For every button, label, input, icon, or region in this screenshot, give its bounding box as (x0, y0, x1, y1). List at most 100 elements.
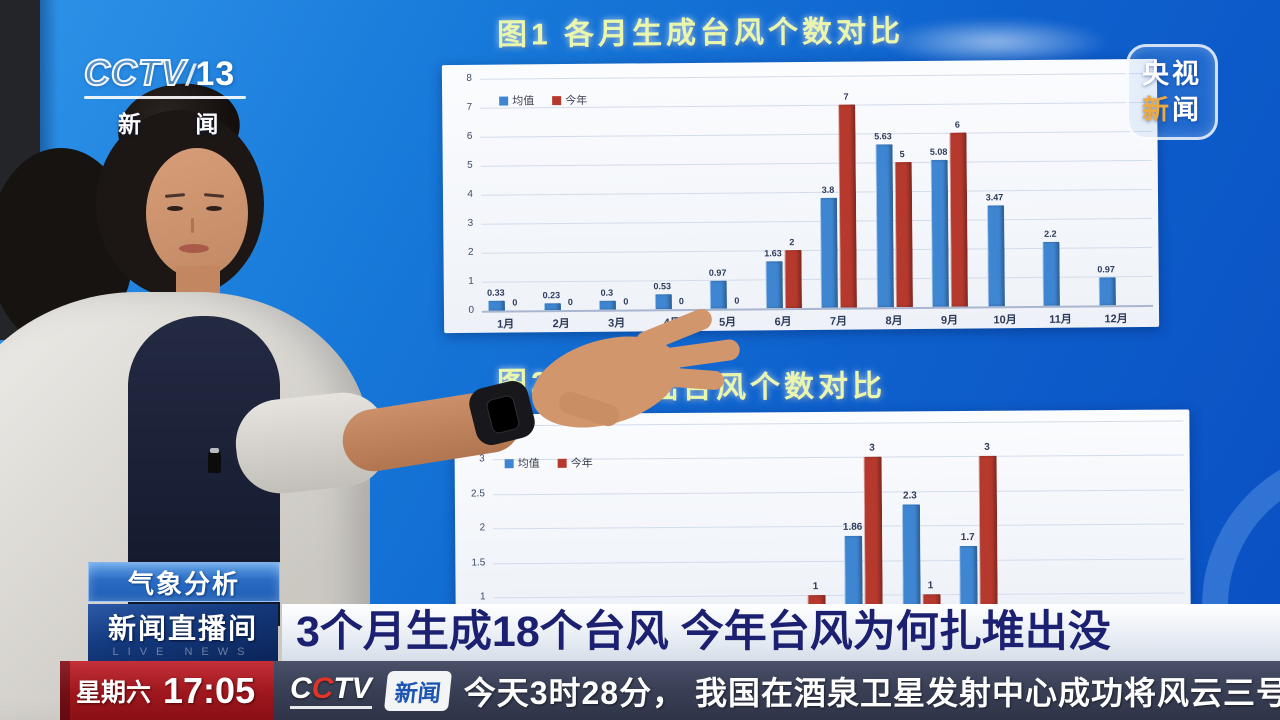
y-tick-label: 4 (467, 188, 474, 200)
corner-badge-line2: 新闻 (1142, 95, 1202, 125)
program-subtitle: LIVE NEWS (112, 646, 254, 658)
chart-legend: 均值 今年 (499, 92, 587, 109)
cctv13-wordmark: CCTV/13 (83, 51, 236, 94)
bar-均值-10月 (986, 205, 1005, 307)
bar-均值-12月 (1098, 277, 1116, 306)
x-category-label: 12月 (1104, 313, 1128, 326)
y-tick-label: 7 (466, 101, 473, 113)
presenter-lips (179, 244, 209, 253)
legend-item: 今年 (557, 455, 593, 471)
x-category-label: 11月 (1049, 313, 1072, 326)
gridline (492, 454, 1184, 461)
x-category-label: 3月 (607, 317, 626, 330)
presenter-eye-left (167, 206, 183, 211)
headline-banner: 3个月生成18个台风 今年台风为何扎堆出没 (282, 604, 1280, 661)
bar-均值-8月 (875, 143, 894, 308)
program-name: 新闻直播间 (107, 613, 258, 644)
gridline (480, 159, 1152, 167)
ticker-news-badge: 新闻 (383, 670, 452, 711)
x-category-label: 7月 (829, 315, 848, 328)
corner-badge-line1: 央视 (1142, 59, 1202, 89)
ticker-cctv-logo: CCTV (290, 672, 372, 709)
presenter-nose (191, 218, 194, 233)
presenter-face (146, 148, 248, 278)
bar-value-label: 1 (812, 581, 819, 593)
bar-value-label: 1 (927, 580, 934, 592)
bar-value-label: 0 (678, 296, 684, 307)
gridline (493, 592, 1185, 599)
bar-value-label: 0 (512, 297, 518, 308)
program-name-banner: 新闻直播间 LIVE NEWS (88, 604, 278, 661)
y-tick-label: 2 (479, 522, 486, 534)
y-tick-label: 2 (467, 246, 474, 258)
bar-value-label: 7 (843, 91, 849, 102)
bar-今年-7月 (838, 104, 857, 308)
legend-item: 均值 (499, 92, 534, 108)
x-category-label: 1月 (496, 318, 515, 331)
legend-label: 今年 (565, 94, 588, 108)
x-category-label: 2月 (552, 318, 570, 331)
gridline (492, 488, 1184, 495)
y-tick-label: 2.5 (470, 487, 485, 499)
lapel-microphone (208, 452, 221, 473)
gridline (493, 557, 1185, 564)
x-category-label: 9月 (940, 314, 959, 327)
bar-均值-g7 (844, 535, 864, 611)
presenter-eye-right (206, 206, 222, 211)
cctv13-subtitle: 新 闻 (118, 111, 243, 137)
gridline (480, 130, 1152, 138)
ticker-text: 今天3时28分， 我国在酒泉卫星发射中心成功将风云三号 (463, 674, 1280, 711)
bar-今年-9月 (949, 132, 968, 307)
clock-label: 17:05 (163, 669, 256, 711)
bar-value-label: 2.2 (1044, 228, 1057, 240)
bar-value-label: 3.47 (985, 192, 1004, 203)
y-tick-label: 6 (466, 130, 473, 142)
date-time-bar: 星期六 17:05 (60, 661, 274, 720)
cctv-news-corner-badge: 央视 新闻 (1126, 44, 1218, 140)
legend-item: 今年 (552, 92, 587, 108)
gridline (481, 217, 1153, 225)
chart1-panel: 012345678均值今年0.3301月0.2302月0.303月0.5304月… (441, 58, 1160, 334)
x-category-label: 6月 (774, 316, 792, 329)
news-ticker-bar: CCTV 新闻 今天3时28分， 我国在酒泉卫星发射中心成功将风云三号 (274, 661, 1280, 720)
gridline (479, 72, 1151, 80)
bar-value-label: 5.63 (874, 130, 892, 142)
legend-swatch (557, 458, 567, 468)
bar-今年-8月 (894, 162, 913, 308)
bar-value-label: 0 (734, 295, 740, 306)
bar-value-label: 0.97 (708, 267, 727, 278)
legend-item: 均值 (504, 455, 540, 471)
legend-swatch (552, 95, 562, 105)
y-tick-label: 8 (466, 72, 473, 84)
bar-均值-7月 (820, 197, 838, 308)
x-category-label: 10月 (993, 314, 1017, 327)
bar-均值-g8 (901, 504, 921, 611)
weekday-label: 星期六 (76, 678, 152, 707)
y-tick-label: 1 (468, 275, 474, 287)
bar-value-label: 2 (789, 237, 795, 248)
bar-均值-11月 (1042, 241, 1060, 306)
cctv13-channel-logo: CCTV/13 新 闻 (83, 51, 246, 139)
legend-label: 均值 (517, 457, 540, 471)
segment-tag-banner: 气象分析 (88, 562, 280, 602)
y-tick-label: 0 (468, 304, 475, 316)
y-tick-label: 3 (467, 217, 474, 229)
chart-legend: 均值 今年 (504, 455, 593, 472)
legend-label: 今年 (570, 457, 593, 470)
screen-glare (880, 18, 1110, 66)
x-category-label: 8月 (885, 315, 903, 328)
bar-均值-6月 (765, 260, 783, 309)
bar-value-label: 2.3 (902, 490, 917, 502)
legend-swatch (499, 96, 509, 106)
legend-label: 均值 (512, 95, 535, 108)
bar-今年-6月 (783, 249, 802, 309)
bar-均值-g9 (959, 545, 979, 611)
cctv13-underline (84, 96, 246, 99)
bar-value-label: 3 (869, 442, 875, 454)
chart1-title: 图1 各月生成台风个数对比 (496, 15, 905, 52)
bar-value-label: 3 (984, 441, 990, 453)
y-tick-label: 1.5 (471, 556, 486, 568)
bar-value-label: 5 (899, 149, 905, 160)
